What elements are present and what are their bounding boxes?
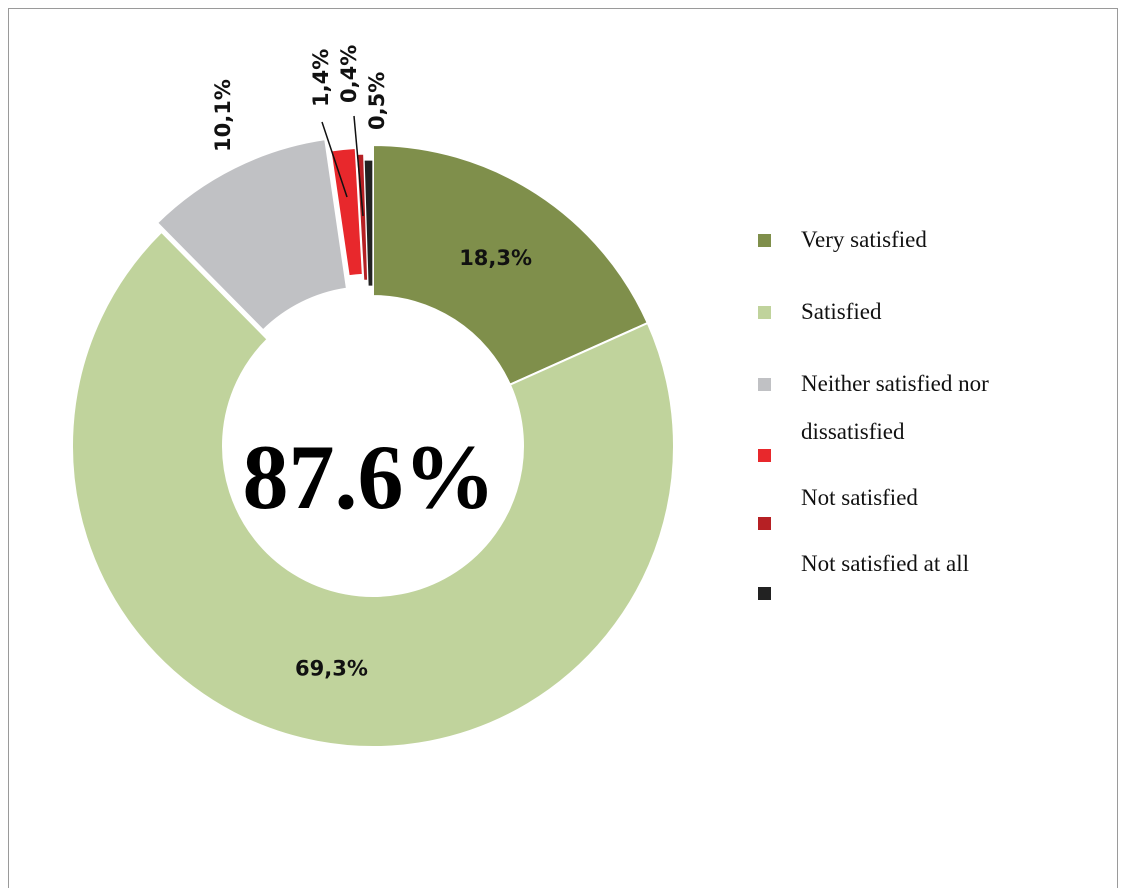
legend-item-satisfied: Satisfied <box>752 294 1052 366</box>
leader-line <box>353 115 364 217</box>
data-label: 0,5% <box>365 72 389 130</box>
leader-line <box>321 121 348 198</box>
legend-label: Not satisfied at all <box>801 551 969 576</box>
legend: Very satisfied Satisfied Neither satisfi… <box>752 222 1052 630</box>
legend-swatch <box>758 378 771 391</box>
data-label: 10,1% <box>211 79 235 152</box>
data-label: 1,4% <box>309 49 333 107</box>
legend-label: Very satisfied <box>801 227 927 252</box>
legend-swatch <box>758 234 771 247</box>
legend-item-very-satisfied: Very satisfied <box>752 222 1052 294</box>
legend-label: Not satisfied <box>801 485 918 510</box>
legend-item-not-satisfied-at-all: Not satisfied at all <box>752 551 1052 630</box>
slice-satisfied <box>71 230 675 748</box>
donut-chart: 18,3% 69,3% 10,1% 1,4% 0,4% 0,5% 87.6% <box>71 45 675 748</box>
legend-swatch <box>758 306 771 319</box>
slice-not-satisfied-at-all <box>363 159 374 287</box>
legend-swatch-red <box>758 449 771 462</box>
legend-label: Satisfied <box>801 299 882 324</box>
legend-label: Neither satisfied nor dissatisfied <box>801 371 989 444</box>
center-total-label: 87.6% <box>243 426 496 528</box>
slice-neither <box>155 138 349 332</box>
legend-swatch <box>758 517 771 530</box>
slice-dissatisfied-red <box>330 148 363 277</box>
data-label: 69,3% <box>295 657 368 681</box>
data-label: 18,3% <box>459 246 532 270</box>
legend-item-not-satisfied: Not satisfied <box>752 485 1052 558</box>
legend-item-neither: Neither satisfied nor dissatisfied <box>752 366 1052 486</box>
slice-very-satisfied <box>372 143 650 387</box>
data-label: 0,4% <box>337 45 361 103</box>
chart-frame <box>8 8 1118 888</box>
legend-swatch <box>758 587 771 600</box>
